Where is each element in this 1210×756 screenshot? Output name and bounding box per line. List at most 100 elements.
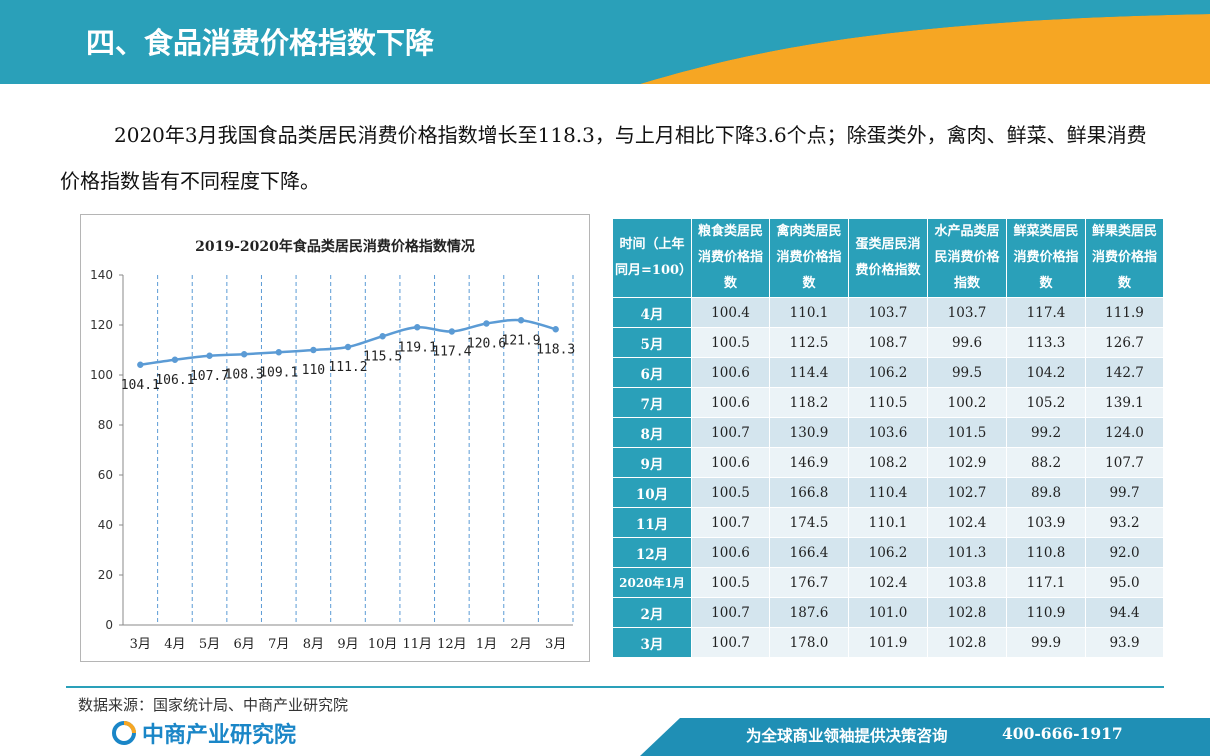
x-tick-label: 11月 xyxy=(402,637,432,652)
table-cell: 178.0 xyxy=(769,627,849,658)
table-cell: 106.2 xyxy=(848,537,928,568)
table-row: 11月 100.7 174.5 110.1 102.4 103.9 93.2 xyxy=(612,507,1164,538)
column-header-fruit: 鲜果类居民消费价格指数 xyxy=(1085,218,1164,298)
table-cell: 111.9 xyxy=(1085,297,1164,328)
y-tick-label: 120 xyxy=(90,318,113,332)
row-period-label: 11月 xyxy=(612,507,692,538)
table-row: 7月 100.6 118.2 110.5 100.2 105.2 139.1 xyxy=(612,387,1164,418)
table-cell: 139.1 xyxy=(1085,387,1164,418)
x-tick-label: 6月 xyxy=(234,637,255,652)
table-header-row: 时间（上年同月=100） 粮食类居民消费价格指数 禽肉类居民消费价格指数 蛋类居… xyxy=(612,218,1164,298)
header-background xyxy=(0,0,1210,84)
data-label: 109.1 xyxy=(259,365,298,380)
table-cell: 110.9 xyxy=(1006,597,1086,628)
y-tick-label: 0 xyxy=(105,618,113,632)
table-cell: 103.8 xyxy=(927,567,1007,598)
x-tick-label: 12月 xyxy=(437,637,467,652)
row-period-label: 8月 xyxy=(612,417,692,448)
table-row: 2月 100.7 187.6 101.0 102.8 110.9 94.4 xyxy=(612,597,1164,628)
row-period-label: 12月 xyxy=(612,537,692,568)
table-cell: 112.5 xyxy=(769,327,849,358)
table-cell: 100.5 xyxy=(691,327,770,358)
price-index-table: 时间（上年同月=100） 粮食类居民消费价格指数 禽肉类居民消费价格指数 蛋类居… xyxy=(612,218,1164,658)
logo-mark-icon xyxy=(112,721,136,745)
data-label: 108.3 xyxy=(225,367,264,382)
company-logo: 中商产业研究院 xyxy=(112,716,296,750)
table-cell: 105.2 xyxy=(1006,387,1086,418)
data-label: 111.2 xyxy=(328,360,367,375)
table-cell: 117.1 xyxy=(1006,567,1086,598)
table-cell: 100.6 xyxy=(691,387,770,418)
table-cell: 102.8 xyxy=(927,627,1007,658)
table-cell: 110.5 xyxy=(848,387,928,418)
table-cell: 93.9 xyxy=(1085,627,1164,658)
data-label: 107.7 xyxy=(190,369,229,384)
table-cell: 126.7 xyxy=(1085,327,1164,358)
row-period-label: 9月 xyxy=(612,447,692,478)
line-chart-svg: 2019-2020年食品类居民消费价格指数情况 0 20 40 60 80 100 120 1… xyxy=(90,238,575,652)
table-cell: 130.9 xyxy=(769,417,849,448)
logo-text: 中商产业研究院 xyxy=(142,723,297,748)
table-cell: 187.6 xyxy=(769,597,849,628)
table-cell: 100.2 xyxy=(927,387,1007,418)
x-tick-label: 8月 xyxy=(303,637,324,652)
y-tick-label: 20 xyxy=(98,568,113,582)
data-label: 117.4 xyxy=(432,345,471,360)
table-cell: 166.4 xyxy=(769,537,849,568)
data-point xyxy=(275,349,282,356)
table-cell: 100.6 xyxy=(691,357,770,388)
table-row: 6月 100.6 114.4 106.2 99.5 104.2 142.7 xyxy=(612,357,1164,388)
data-point xyxy=(310,346,317,354)
data-label: 121.9 xyxy=(502,333,541,348)
x-tick-label: 9月 xyxy=(337,637,358,652)
column-header-grain: 粮食类居民消费价格指数 xyxy=(691,218,770,298)
column-header-vegetables: 鲜菜类居民消费价格指数 xyxy=(1006,218,1086,298)
table-row: 8月 100.7 130.9 103.6 101.5 99.2 124.0 xyxy=(612,417,1164,448)
table-cell: 100.7 xyxy=(691,417,770,448)
table-cell: 94.4 xyxy=(1085,597,1164,628)
data-point xyxy=(137,361,144,368)
table-cell: 101.3 xyxy=(927,537,1007,568)
data-label: 115.5 xyxy=(363,349,402,364)
table-cell: 100.6 xyxy=(691,447,770,478)
table-row: 4月 100.4 110.1 103.7 103.7 117.4 111.9 xyxy=(612,297,1164,328)
row-period-label: 2月 xyxy=(612,597,692,628)
table-cell: 92.0 xyxy=(1085,537,1164,568)
chart-title: 2019-2020年食品类居民消费价格指数情况 xyxy=(195,238,475,255)
page-title: 四、食品消费价格指数下降 xyxy=(86,26,435,60)
table-cell: 102.4 xyxy=(848,567,928,598)
line-chart: 2019-2020年食品类居民消费价格指数情况 0 20 40 60 80 100 120 1… xyxy=(80,214,590,662)
table-cell: 146.9 xyxy=(769,447,849,478)
table-row: 3月 100.7 178.0 101.9 102.8 99.9 93.9 xyxy=(612,627,1164,658)
table-cell: 103.9 xyxy=(1006,507,1086,538)
data-point xyxy=(344,343,352,351)
table-cell: 106.2 xyxy=(848,357,928,388)
table-row: 10月 100.5 166.8 110.4 102.7 89.8 99.7 xyxy=(612,477,1164,508)
table-cell: 108.2 xyxy=(848,447,928,478)
x-tick-label: 2月 xyxy=(510,637,531,652)
table-cell: 102.9 xyxy=(927,447,1007,478)
y-tick-label: 40 xyxy=(98,518,113,532)
table-cell: 99.7 xyxy=(1085,477,1164,508)
data-point xyxy=(483,320,490,327)
footer-phone: 400-666-1917 xyxy=(1002,724,1123,743)
data-label: 110 xyxy=(302,363,325,378)
table-cell: 110.8 xyxy=(1006,537,1086,568)
data-point xyxy=(240,351,248,358)
y-tick-label: 100 xyxy=(90,368,113,382)
row-period-label: 7月 xyxy=(612,387,692,418)
table-cell: 100.7 xyxy=(691,507,770,538)
row-period-label: 3月 xyxy=(612,627,692,658)
table-cell: 93.2 xyxy=(1085,507,1164,538)
column-header-poultry: 禽肉类居民消费价格指数 xyxy=(769,218,849,298)
intro-paragraph: 2020年3月我国食品类居民消费价格指数增长至118.3，与上月相比下降3.6个… xyxy=(60,123,1147,193)
x-tick-label: 3月 xyxy=(545,637,566,652)
row-period-label: 2020年1月 xyxy=(612,567,692,598)
data-label: 104.1 xyxy=(121,378,160,393)
header-banner: 四、食品消费价格指数下降 xyxy=(0,0,1210,84)
data-point xyxy=(448,328,456,335)
data-point xyxy=(206,352,213,359)
table-cell: 100.5 xyxy=(691,477,770,508)
table-row: 9月 100.6 146.9 108.2 102.9 88.2 107.7 xyxy=(612,447,1164,478)
table-cell: 100.7 xyxy=(691,627,770,658)
